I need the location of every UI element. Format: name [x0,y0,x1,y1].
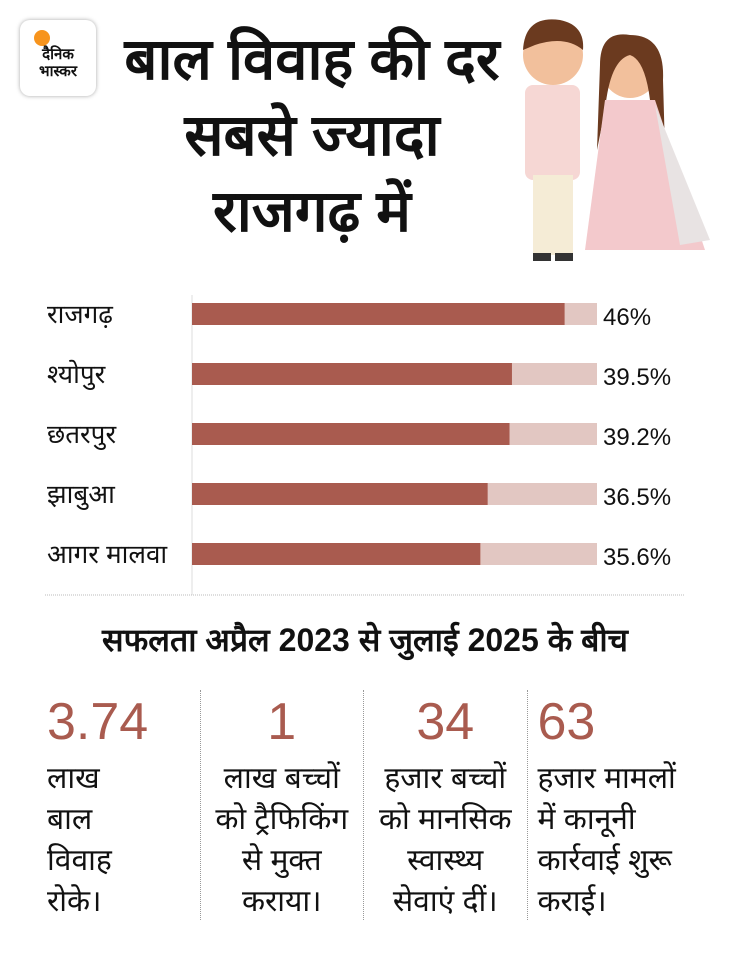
bar [192,363,512,385]
stat-block: 63 हजार मामलों में कानूनी कार्रवाई शुरू क… [526,690,691,920]
stat-number: 1 [267,693,297,751]
stats-row: 3.74 लाख बाल विवाह रोके। 1 लाख बच्चों को ट… [30,690,690,920]
bar [192,423,510,445]
bar [192,483,488,505]
stat-number: 34 [416,693,475,751]
sun-logo-icon [34,30,50,46]
bar [192,303,565,325]
stat-number: 63 [537,693,596,751]
logo-line2: भास्कर [39,63,77,80]
section-subtitle: सफलता अप्रैल 2023 से जुलाई 2025 के बीच [101,622,629,658]
category-label: छतरपुर [47,419,117,450]
child-couple-illustration [523,19,710,261]
category-label: श्योपुर [47,359,107,390]
value-label: 39.2% [603,424,671,451]
stat-block: 34 हजार बच्चों को मानसिक स्वास्थ्य सेवाएं… [363,690,527,920]
bar [192,543,481,565]
dainik-bhaskar-logo: दैनिक भास्कर [20,20,96,96]
value-label: 39.5% [603,364,671,391]
value-label: 46% [603,304,651,331]
value-label: 35.6% [603,544,671,571]
category-label: राजगढ़ [47,299,113,329]
category-label: झाबुआ [47,479,115,510]
stat-text: हजार बच्चों को मानसिक स्वास्थ्य सेवाएं द… [378,762,512,918]
stat-number: 3.74 [47,693,149,751]
bar-chart: राजगढ़ 46% श्योपुर 39.5% छतरपुर 39.2% झाबुआ 36.… [45,295,685,596]
stat-text: हजार मामलों में कानूनी कार्रवाई शुरू करा… [537,762,676,918]
stat-block: 3.74 लाख बाल विवाह रोके। [30,690,200,920]
page-title: बाल विवाह की दर सबसे ज्यादा राजगढ़ में [124,27,500,244]
stat-text: लाख बाल विवाह रोके। [47,762,112,918]
value-label: 36.5% [603,484,671,511]
logo-line1: दैनिक [42,46,74,63]
stat-text: लाख बच्चों को ट्रैफिकिंग से मुक्त कराया। [215,762,349,918]
category-label: आगर मालवा [47,539,168,569]
stat-block: 1 लाख बच्चों को ट्रैफिकिंग से मुक्त कराया… [199,690,364,920]
